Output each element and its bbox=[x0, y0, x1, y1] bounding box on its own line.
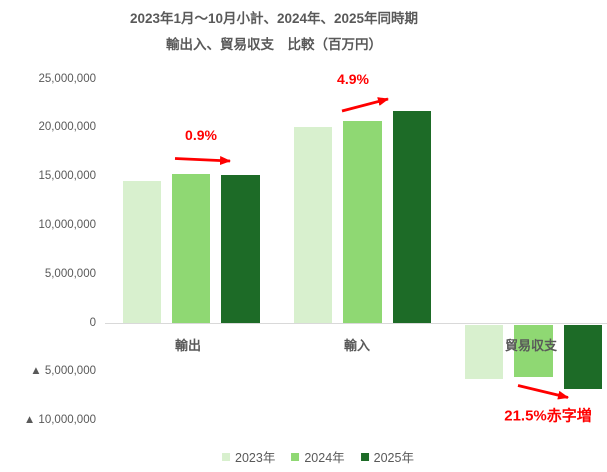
legend: 2023年 2024年 2025年 bbox=[222, 447, 414, 466]
legend-swatch-icon bbox=[360, 452, 369, 461]
x-axis-line bbox=[105, 323, 607, 324]
bar-輸出-2025年 bbox=[221, 175, 260, 324]
y-axis-tick-label: 0 bbox=[89, 316, 96, 329]
bar-貿易収支-2024年 bbox=[514, 324, 553, 378]
annotation-貿易収支 2024年→2025年: 21.5%赤字増 bbox=[504, 407, 592, 425]
chart-title-line1: 2023年1月～10月小計、2024年、2025年同時期 bbox=[129, 11, 419, 26]
bar-輸入-2025年 bbox=[392, 111, 431, 324]
category-label-輸出: 輸出 bbox=[174, 338, 202, 353]
arrow-balance bbox=[517, 384, 569, 400]
category-label-貿易収支: 貿易収支 bbox=[504, 338, 558, 353]
bar-輸入-2023年 bbox=[293, 127, 333, 324]
legend-item-2023年: 2023年 bbox=[222, 447, 275, 466]
legend-label: 2024年 bbox=[304, 451, 345, 465]
y-axis-tick-label: 15,000,000 bbox=[38, 170, 96, 183]
y-axis-tick-label: 20,000,000 bbox=[38, 121, 96, 134]
legend-swatch-icon bbox=[222, 452, 231, 461]
arrow-exports bbox=[174, 156, 231, 166]
bar-輸出-2023年 bbox=[122, 181, 161, 324]
category-label-輸入: 輸入 bbox=[343, 338, 371, 353]
bar-輸入-2024年 bbox=[343, 120, 382, 324]
legend-swatch-icon bbox=[291, 452, 300, 461]
y-axis-tick-label: ▲ 5,000,000 bbox=[30, 365, 96, 378]
bar-貿易収支-2023年 bbox=[464, 324, 504, 379]
chart-title: 2023年1月～10月小計、2024年、2025年同時期 輸出入、貿易収支 比較… bbox=[130, 6, 418, 58]
y-axis-tick-label: ▲ 10,000,000 bbox=[23, 414, 96, 427]
annotation-輸入 2024年→2025年: 4.9% bbox=[337, 71, 369, 87]
y-axis-tick-label: 5,000,000 bbox=[44, 267, 96, 280]
y-axis-tick-label: 10,000,000 bbox=[38, 218, 96, 231]
legend-item-2025年: 2025年 bbox=[360, 447, 414, 466]
bar-貿易収支-2025年 bbox=[563, 324, 603, 389]
y-axis-tick-label: 25,000,000 bbox=[38, 72, 96, 85]
bar-輸出-2024年 bbox=[171, 173, 211, 324]
legend-item-2024年: 2024年 bbox=[291, 447, 345, 466]
legend-label: 2023年 bbox=[235, 451, 276, 465]
annotation-輸出 2024年→2025年: 0.9% bbox=[185, 127, 217, 143]
arrow-imports bbox=[341, 97, 389, 113]
legend-label: 2025年 bbox=[373, 451, 414, 465]
chart-title-line2: 輸出入、貿易収支 比較（百万円） bbox=[166, 37, 382, 52]
